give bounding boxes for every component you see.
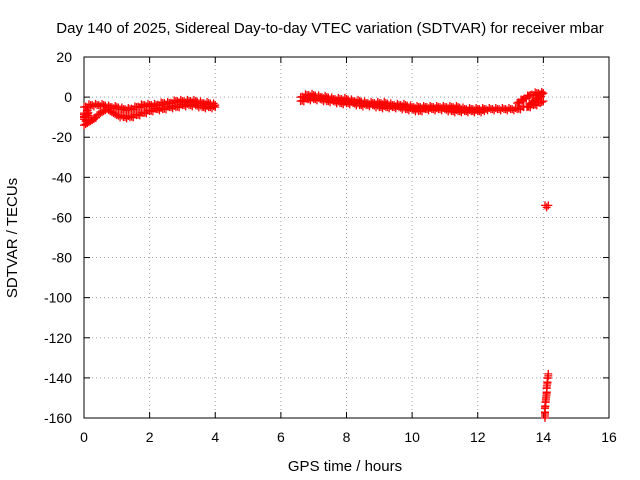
x-tick-label: 12 bbox=[470, 429, 486, 445]
data-point bbox=[543, 373, 552, 382]
data-point bbox=[478, 105, 487, 114]
data-points bbox=[80, 87, 553, 422]
x-tick-label: 8 bbox=[343, 429, 351, 445]
y-tick-label: 0 bbox=[64, 89, 72, 105]
y-tick-label: -160 bbox=[44, 410, 72, 426]
y-tick-label: -80 bbox=[52, 250, 72, 266]
grid-lines bbox=[84, 57, 609, 418]
y-tick-label: -120 bbox=[44, 330, 72, 346]
data-point bbox=[209, 101, 218, 110]
data-point bbox=[84, 113, 93, 122]
y-tick-label: -60 bbox=[52, 209, 72, 225]
x-tick-label: 4 bbox=[211, 429, 219, 445]
x-tick-label: 14 bbox=[536, 429, 552, 445]
y-tick-label: 20 bbox=[56, 49, 72, 65]
data-point bbox=[539, 97, 548, 106]
data-point bbox=[480, 107, 489, 116]
x-tick-label: 10 bbox=[404, 429, 420, 445]
x-tick-label: 16 bbox=[601, 429, 617, 445]
y-tick-labels: 20 0 -20 -40 -60 -80 -100 -120 -140 -160 bbox=[44, 49, 72, 426]
x-tick-labels: 0 2 4 6 8 10 12 14 16 bbox=[80, 429, 617, 445]
data-point bbox=[542, 203, 551, 212]
data-point bbox=[544, 201, 553, 210]
x-tick-label: 6 bbox=[277, 429, 285, 445]
x-axis-label: GPS time / hours bbox=[288, 458, 402, 475]
axis-ticks bbox=[83, 56, 610, 419]
y-tick-label: -40 bbox=[52, 169, 72, 185]
y-tick-label: -140 bbox=[44, 370, 72, 386]
y-tick-label: -100 bbox=[44, 290, 72, 306]
x-tick-label: 0 bbox=[80, 429, 88, 445]
y-tick-label: -20 bbox=[52, 129, 72, 145]
x-tick-label: 2 bbox=[146, 429, 154, 445]
chart-title: Day 140 of 2025, Sidereal Day-to-day VTE… bbox=[56, 20, 603, 37]
data-point bbox=[211, 103, 220, 112]
data-point bbox=[544, 369, 553, 378]
y-axis-label: SDTVAR / TECUs bbox=[4, 178, 21, 298]
data-point bbox=[537, 98, 546, 107]
